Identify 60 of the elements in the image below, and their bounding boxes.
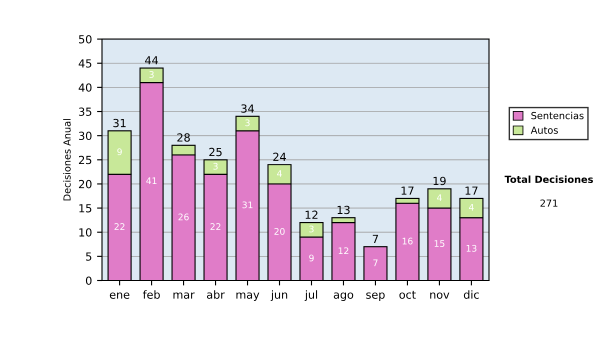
data-label: 41	[146, 177, 156, 184]
total-label: 28	[177, 133, 190, 142]
data-label: 22	[114, 223, 124, 230]
text: Total Decisiones	[504, 175, 593, 184]
y-tick-label: 40	[78, 83, 92, 92]
data-label: 4	[436, 194, 442, 201]
data-label: 26	[178, 214, 189, 220]
total-label: 34	[241, 104, 254, 113]
x-tick-label: ago	[334, 292, 354, 301]
x-tick-label: mar	[173, 292, 195, 299]
x-tick-label: sep	[366, 292, 385, 301]
data-label: 20	[274, 228, 285, 235]
data-label: 7	[373, 260, 378, 266]
y-axis-title: Decisiones Anual	[63, 119, 71, 200]
x-tick-label: jul	[304, 290, 318, 301]
data-label: 3	[309, 226, 314, 232]
data-label: 13	[466, 244, 476, 252]
y-tick-label: 50	[78, 35, 92, 44]
total-label: 24	[273, 152, 286, 161]
data-label: 4	[468, 204, 474, 211]
y-tick-label: 10	[79, 228, 92, 237]
y-tick-label: 35	[78, 107, 92, 116]
total-label: 17	[466, 186, 478, 195]
x-tick-label: abr	[206, 290, 225, 299]
data-label: 31	[242, 201, 252, 208]
x-tick-label: dic	[464, 290, 479, 299]
data-label: 3	[149, 71, 154, 78]
data-label: 3	[213, 162, 218, 170]
data-label: 4	[277, 170, 282, 177]
x-tick-label: ene	[110, 292, 130, 299]
data-label: 9	[309, 254, 314, 262]
x-tick-label: oct	[399, 290, 416, 299]
y-tick-label: 20	[78, 180, 92, 188]
total-label: 44	[145, 56, 158, 64]
x-tick-label: feb	[142, 290, 160, 299]
legend-label: Sentencias	[531, 112, 584, 120]
total-label: 12	[306, 210, 318, 219]
total-label: 13	[338, 206, 350, 214]
y-tick-label: 45	[78, 59, 92, 68]
y-tick-label: 15	[79, 204, 92, 212]
x-tick-label: may	[236, 292, 260, 301]
x-tick-label: jun	[270, 290, 288, 301]
text: 271	[540, 199, 558, 207]
x-tick-label: nov	[430, 292, 450, 299]
data-label: 9	[117, 148, 122, 156]
total-label: 25	[209, 148, 222, 156]
y-tick-label: 25	[78, 156, 92, 164]
total-label: 7	[372, 234, 378, 243]
y-tick-label: 5	[86, 252, 92, 261]
total-label: 31	[113, 118, 126, 128]
data-label: 12	[338, 247, 348, 254]
y-tick-label: 0	[86, 276, 92, 285]
data-label: 3	[245, 119, 250, 126]
legend-label: Autos	[530, 126, 558, 134]
total-label: 17	[402, 186, 414, 195]
total-label: 19	[434, 176, 446, 186]
y-tick-label: 30	[78, 132, 92, 140]
data-label: 22	[210, 223, 220, 230]
data-label: 16	[402, 238, 413, 244]
data-label: 15	[434, 240, 444, 247]
